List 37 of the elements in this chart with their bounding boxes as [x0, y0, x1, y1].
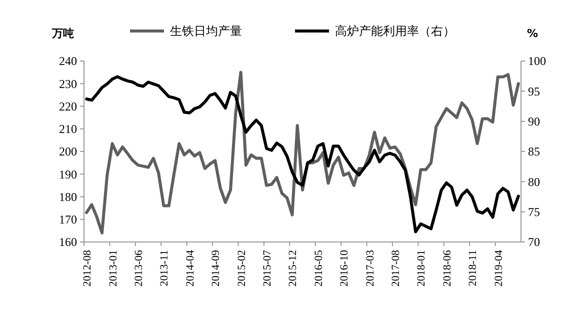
x-tick-label: 2019-04	[492, 250, 505, 287]
x-tick-label: 2015-02	[236, 250, 248, 287]
y-tick-label: 190	[59, 167, 77, 182]
x-tick-label: 2017-08	[390, 250, 402, 287]
x-tick-label: 2013-01	[107, 250, 120, 287]
y2-tick-label: 100	[528, 54, 546, 68]
legend-label: 高炉产能利用率（右）	[335, 24, 455, 38]
x-tick-label: 2013-06	[132, 250, 145, 287]
x-tick-label: 2016-05	[312, 250, 325, 287]
y2-tick-label: 75	[528, 205, 540, 220]
y-tick-label: 180	[59, 190, 77, 204]
y-tick-label: 230	[59, 76, 77, 91]
y-tick-label: 200	[59, 144, 77, 159]
x-tick-label: 2018-11	[467, 250, 480, 286]
y2-axis-title: %	[527, 27, 538, 40]
y2-tick-label: 90	[528, 114, 540, 129]
x-tick-label: 2015-12	[287, 250, 300, 287]
x-tick-label: 2015-07	[262, 250, 274, 287]
x-tick-label: 2014-04	[184, 250, 196, 287]
x-tick-label: 2012-08	[82, 250, 94, 287]
x-tick-label: 2018-06	[441, 250, 454, 287]
y2-tick-label: 80	[528, 174, 540, 189]
y-axis-title: 万吨	[51, 27, 74, 40]
x-tick-label: 2017-03	[364, 250, 376, 287]
x-tick-label: 2018-01	[416, 250, 428, 287]
legend-label: 生铁日均产量	[170, 24, 242, 38]
y2-tick-label: 85	[528, 144, 540, 159]
y2-tick-label: 95	[528, 84, 540, 98]
y-tick-label: 210	[59, 122, 77, 136]
y2-tick-label: 70	[528, 235, 540, 250]
y-tick-label: 240	[59, 54, 77, 68]
y-tick-label: 170	[59, 212, 77, 227]
y-tick-label: 160	[59, 235, 77, 250]
y-tick-label: 220	[59, 99, 77, 114]
x-tick-label: 2013-11	[158, 250, 171, 286]
x-tick-label: 2016-10	[338, 250, 351, 287]
x-tick-label: 2014-09	[210, 250, 222, 287]
